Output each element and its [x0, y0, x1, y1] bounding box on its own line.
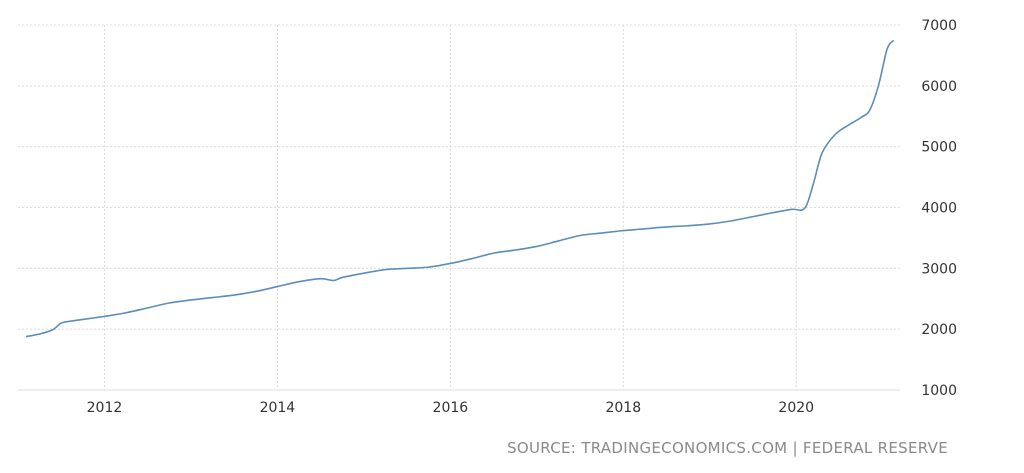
source-attribution: SOURCE: TRADINGECONOMICS.COM | FEDERAL R… — [507, 439, 948, 457]
y-tick-label: 6000 — [921, 79, 957, 95]
x-tick-label: 2016 — [433, 400, 469, 416]
y-tick-labels: 1000 2000 3000 4000 5000 6000 7000 — [921, 18, 957, 399]
x-tick-label: 2018 — [605, 400, 641, 416]
x-tick-labels: 2012 2014 2016 2018 2020 — [87, 400, 814, 416]
y-tick-label: 1000 — [921, 383, 957, 399]
y-tick-label: 3000 — [921, 261, 957, 277]
y-tick-label: 2000 — [921, 322, 957, 338]
y-tick-label: 7000 — [921, 18, 957, 34]
y-tick-label: 4000 — [921, 201, 957, 217]
x-tick-label: 2020 — [778, 400, 814, 416]
grid — [18, 24, 900, 390]
series-line-0 — [25, 40, 894, 338]
x-tick-label: 2012 — [87, 400, 123, 416]
x-tick-label: 2014 — [260, 400, 296, 416]
series-layer — [25, 40, 894, 338]
y-tick-label: 5000 — [921, 140, 957, 156]
